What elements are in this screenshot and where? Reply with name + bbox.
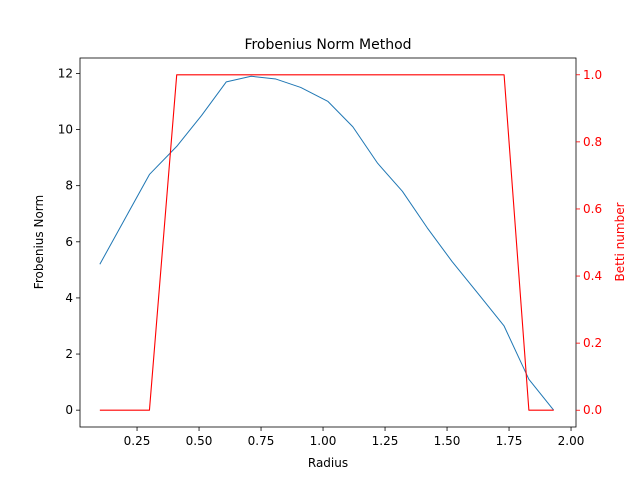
x-tick-label: 1.50 (434, 434, 461, 448)
plot-frame (79, 57, 577, 428)
right-y-tick-label: 0.6 (583, 202, 602, 216)
right-y-tick-label: 0.8 (583, 135, 602, 149)
x-tick-label: 1.25 (372, 434, 399, 448)
right-y-tick-label: 0.0 (583, 403, 602, 417)
betti-number-line (99, 74, 554, 411)
right-y-tick-label: 0.4 (583, 269, 602, 283)
right-y-tick-label: 0.2 (583, 336, 602, 350)
x-tick-label: 0.75 (248, 434, 275, 448)
chart-title: Frobenius Norm Method (244, 37, 411, 53)
left-y-tick-label: 6 (65, 235, 73, 249)
x-axis-label: Radius (308, 456, 348, 470)
left-y-tick-label: 4 (65, 291, 73, 305)
right-y-axis-label: Betti number (613, 202, 627, 281)
x-tick-label: 0.50 (186, 434, 213, 448)
left-y-tick-label: 2 (65, 347, 73, 361)
x-tick-label: 2.00 (558, 434, 585, 448)
left-y-tick-label: 0 (65, 403, 73, 417)
x-tick-label: 1.75 (496, 434, 523, 448)
x-axis: 0.25 0.50 0.75 1.00 1.25 1.50 1.75 2.00 (124, 427, 585, 448)
x-tick-label: 1.00 (310, 434, 337, 448)
x-tick-label: 0.25 (124, 434, 151, 448)
right-y-axis: 0.0 0.2 0.4 0.6 0.8 1.0 (576, 68, 602, 417)
left-y-tick-label: 10 (58, 123, 73, 137)
frobenius-norm-line (99, 75, 555, 411)
right-y-tick-label: 1.0 (583, 68, 602, 82)
left-y-tick-label: 12 (58, 66, 73, 80)
left-y-tick-label: 8 (65, 179, 73, 193)
left-y-axis: 0 2 4 6 8 10 12 (58, 66, 80, 417)
left-y-axis-label: Frobenius Norm (32, 195, 46, 289)
